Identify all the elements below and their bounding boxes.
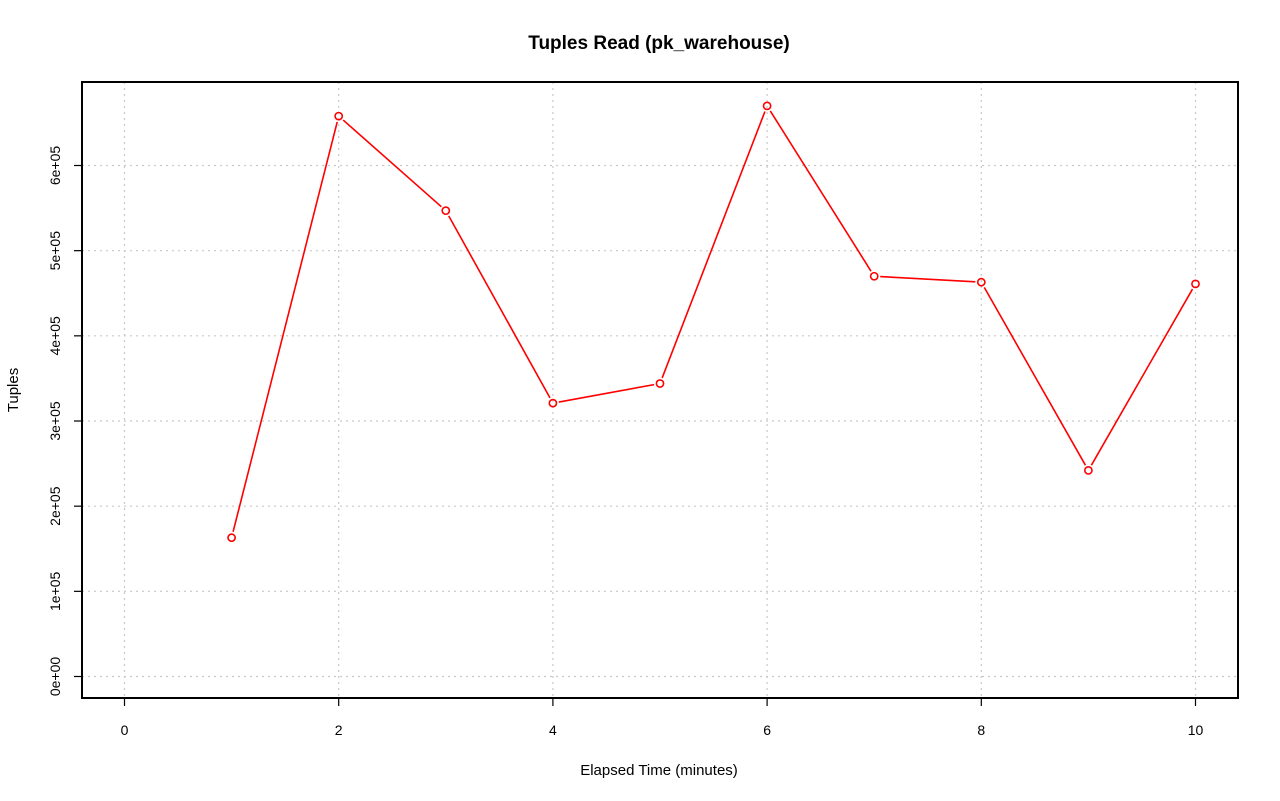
y-tick-label: 2e+05: [47, 486, 63, 526]
data-point: [441, 206, 451, 216]
y-tick-label: 0e+00: [47, 657, 63, 697]
grid: [82, 82, 1238, 698]
y-tick-label: 3e+05: [47, 401, 63, 441]
series-line-segment: [448, 215, 551, 399]
data-point: [334, 111, 344, 121]
y-axis-label: Tuples: [5, 368, 22, 412]
series-line-segment: [342, 119, 442, 208]
data-point: [762, 101, 772, 111]
data-point: [1084, 465, 1093, 475]
series-line-segment: [769, 110, 872, 272]
x-tick-label: 2: [335, 722, 343, 738]
x-tick-label: 6: [763, 722, 771, 738]
x-tick-label: 10: [1188, 722, 1204, 738]
chart-title: Tuples Read (pk_warehouse): [528, 33, 790, 54]
y-tick-label: 4e+05: [47, 316, 63, 356]
series-line-segment: [983, 286, 1087, 466]
x-tick-label: 0: [121, 722, 129, 738]
plot-frame: [81, 81, 1239, 699]
series-line-segment: [1090, 288, 1194, 466]
x-tick-label: 8: [977, 722, 985, 738]
data-point: [1191, 279, 1200, 289]
y-axis: 0e+00 1e+05 2e+05 3e+05 4e+05 5e+05 6e+05: [47, 146, 82, 697]
x-tick-label: 4: [549, 722, 557, 738]
data-point: [548, 398, 558, 408]
data-point: [227, 533, 236, 543]
data-point: [655, 379, 665, 388]
data-point: [869, 271, 879, 281]
series-line-segment: [558, 383, 655, 403]
x-axis: 0 2 4 6 8 10: [121, 698, 1204, 738]
y-tick-label: 5e+05: [47, 231, 63, 271]
y-tick-label: 6e+05: [47, 146, 63, 186]
series-line-segment: [232, 121, 338, 533]
data-point: [976, 277, 986, 287]
y-tick-label: 1e+05: [47, 571, 63, 611]
series-layer: [227, 101, 1200, 543]
series-line-segment: [661, 111, 766, 379]
series-line-segment: [880, 275, 976, 283]
x-axis-label: Elapsed Time (minutes): [580, 762, 738, 779]
